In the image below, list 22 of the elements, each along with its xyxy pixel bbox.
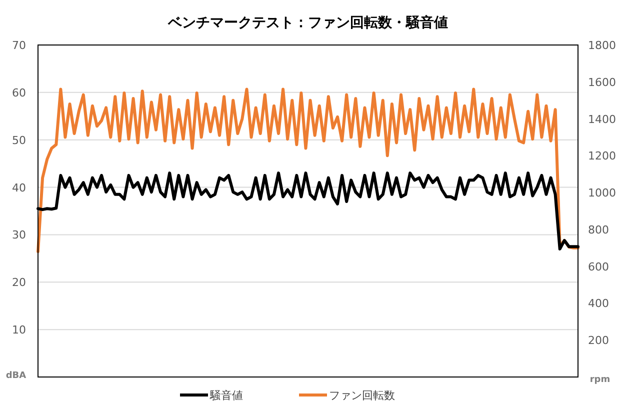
y2-tick-label: 1800 — [588, 39, 616, 52]
y-tick-label: 50 — [12, 134, 26, 147]
y-tick-label: 10 — [12, 324, 26, 337]
y2-tick-label: 400 — [588, 297, 609, 310]
y2-tick-label: 1600 — [588, 76, 616, 89]
y2-tick-label: 1000 — [588, 186, 616, 200]
chart-title: ベンチマークテスト：ファン回転数・騒音値 — [167, 14, 448, 31]
y-tick-label: 60 — [12, 86, 26, 100]
line-series — [36, 88, 580, 254]
legend-label: ファン回転数 — [329, 389, 395, 402]
y-tick-label: 40 — [12, 181, 26, 194]
y2-tick-label: 1200 — [588, 150, 616, 163]
y2-tick-label: 800 — [588, 223, 609, 236]
y-tick-label: 30 — [12, 228, 26, 242]
y-axis-title: dBA — [6, 371, 26, 381]
y2-tick-label: 600 — [588, 260, 609, 274]
legend-label: 騒音値 — [209, 389, 243, 402]
y2-axis-title: rpm — [590, 375, 610, 385]
y2-tick-label: 200 — [588, 334, 609, 348]
y-tick-label: 70 — [12, 39, 26, 52]
y2-tick-label: 1400 — [588, 112, 616, 126]
y-tick-label: 20 — [12, 276, 26, 290]
